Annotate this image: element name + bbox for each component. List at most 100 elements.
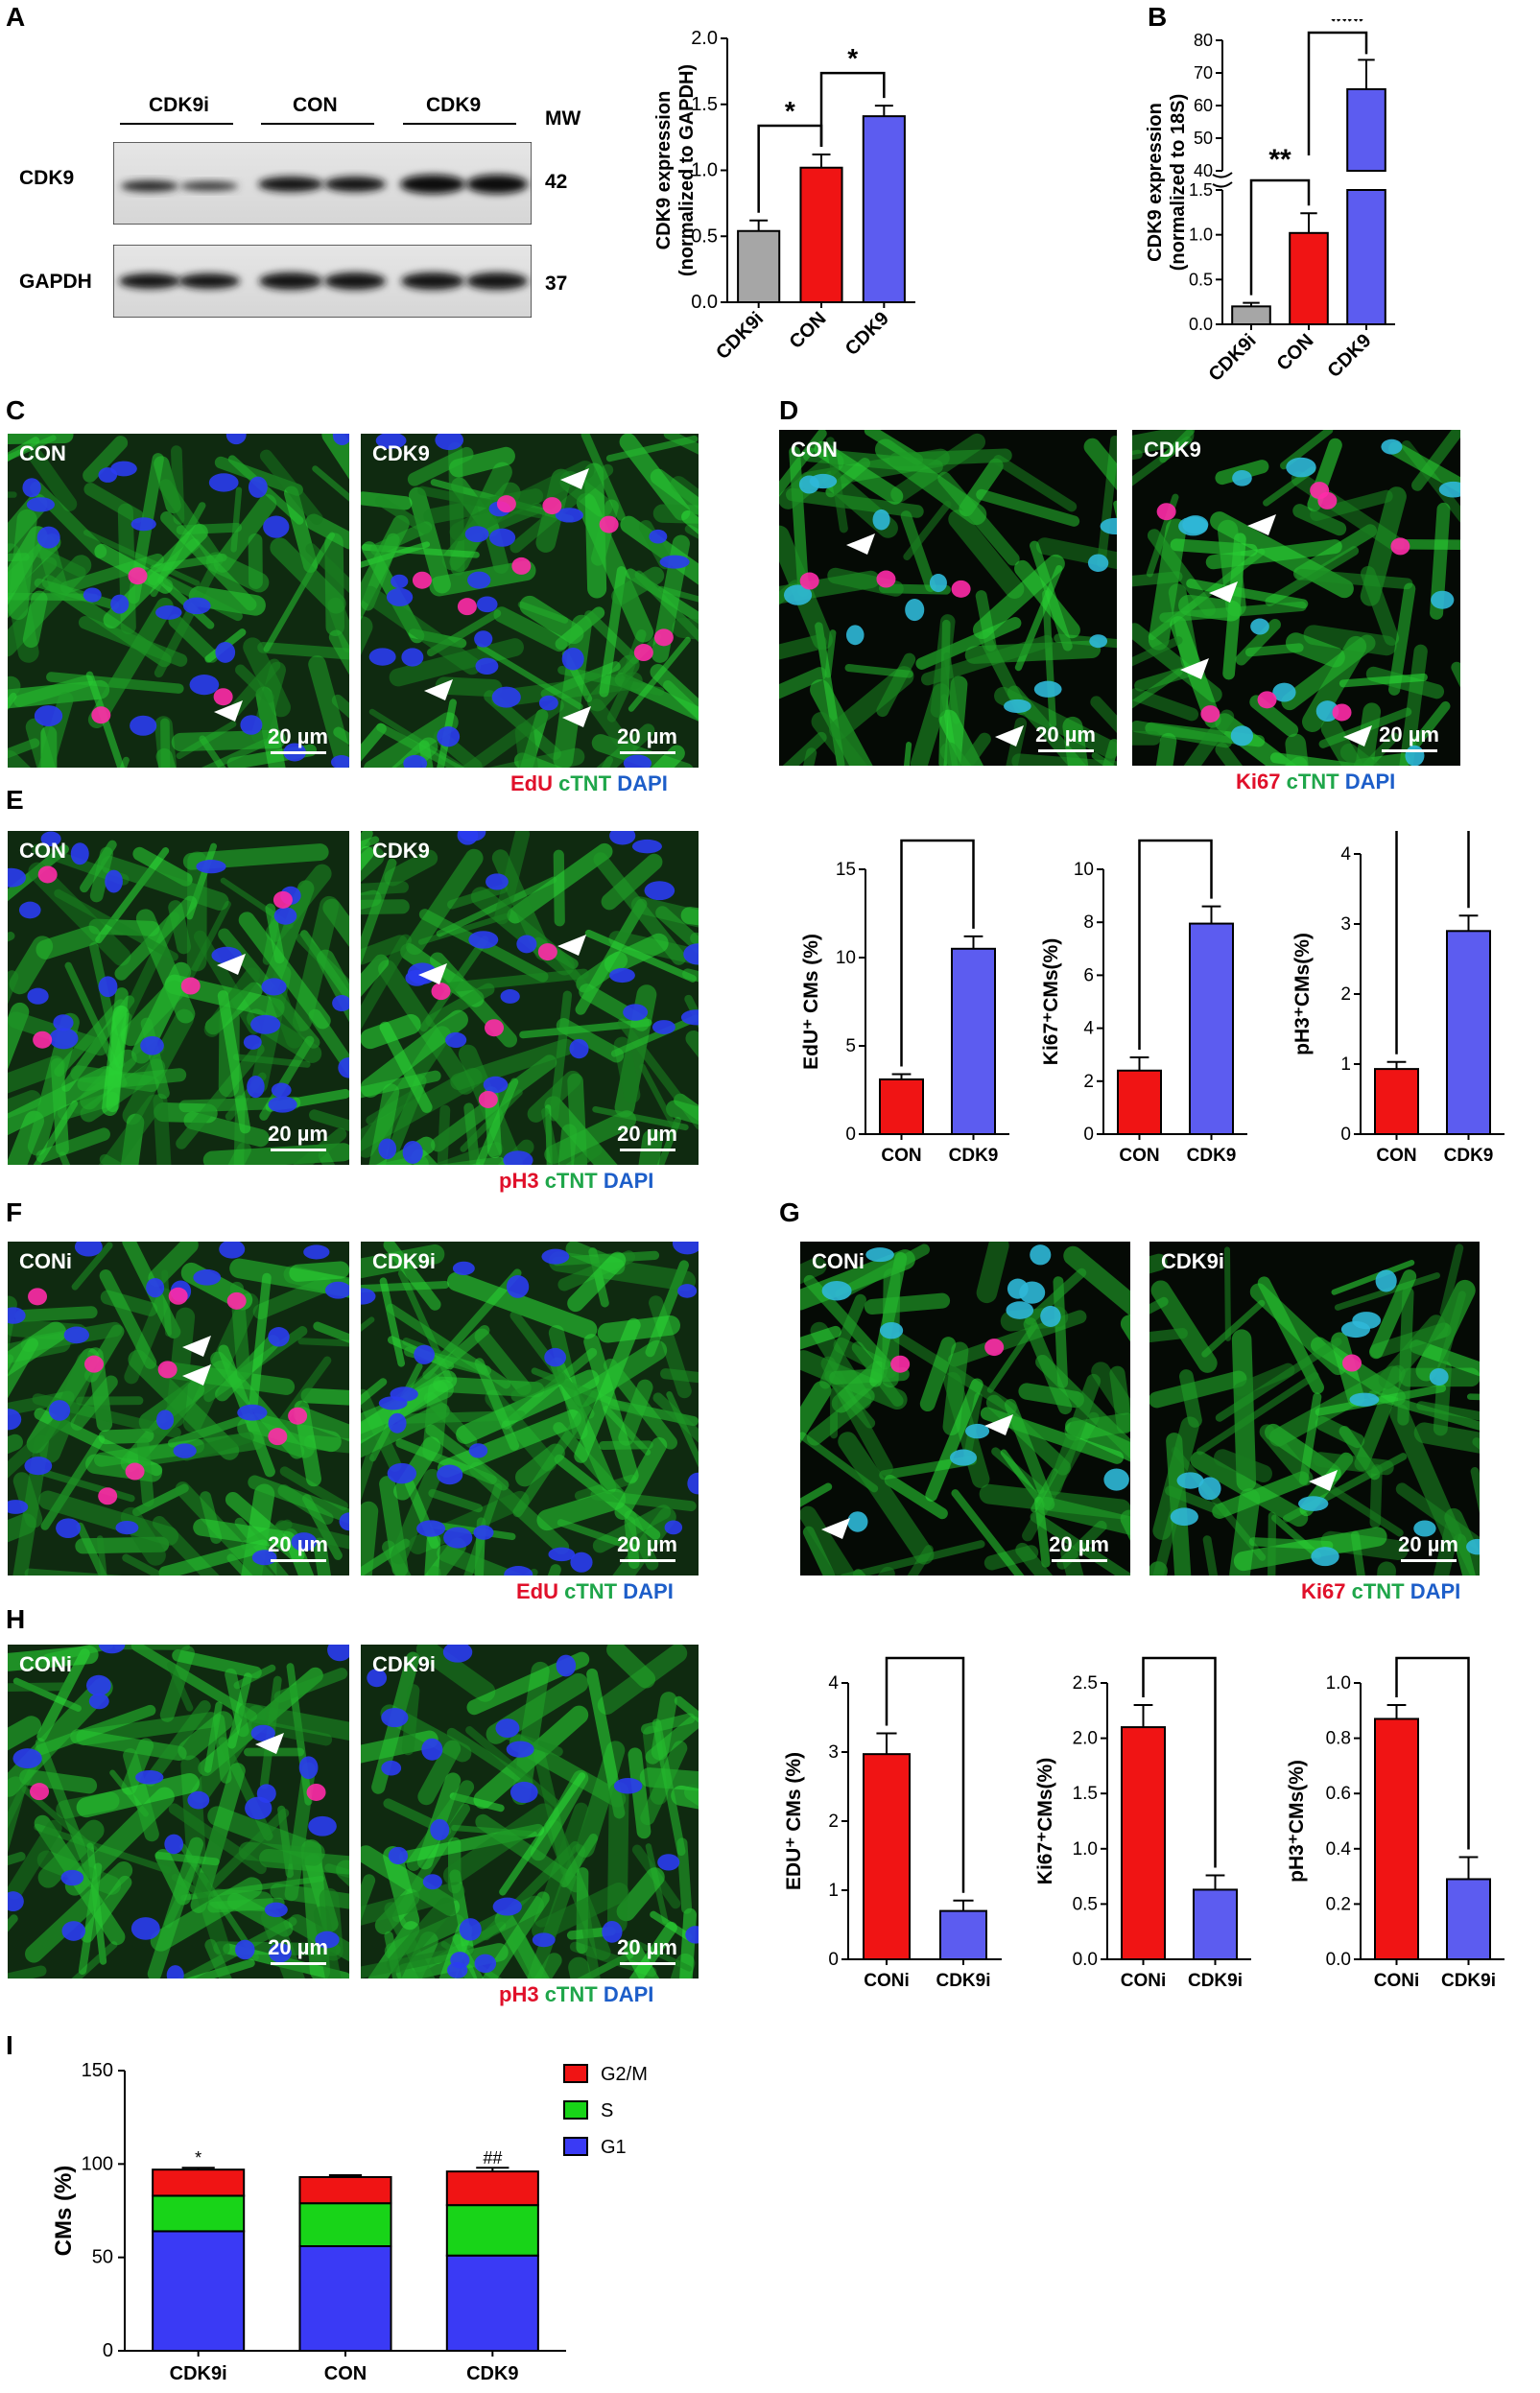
cardiomyocyte-fiber — [38, 1490, 179, 1546]
cardiomyocyte-fiber — [481, 1840, 580, 1941]
axis-break-mark — [1212, 172, 1233, 188]
x-tick-label: CDK9 — [1323, 330, 1375, 382]
cardiomyocyte-fiber — [312, 465, 349, 502]
micrograph-image: CDK9i 20 µm — [361, 1242, 699, 1576]
cardiomyocyte-fiber — [825, 437, 848, 533]
y-tick-label: 1.5 — [1189, 180, 1213, 200]
bar — [939, 1909, 987, 1961]
positive-nucleus — [1257, 691, 1277, 709]
nucleus — [555, 508, 583, 523]
cardiomyocyte-fiber — [639, 1063, 675, 1126]
cardiomyocyte-fiber — [1388, 441, 1460, 494]
cardiomyocyte-fiber — [384, 1902, 436, 1978]
cardiomyocyte-fiber — [415, 1645, 496, 1702]
positive-nucleus — [412, 571, 432, 589]
wb-band — [324, 272, 386, 290]
nucleus — [459, 831, 486, 841]
cardiomyocyte-fiber — [674, 1695, 699, 1723]
nucleus — [443, 1527, 473, 1549]
nucleus — [504, 1566, 533, 1576]
nucleus — [845, 625, 865, 646]
positive-nucleus — [84, 1355, 105, 1373]
nucleus — [330, 755, 349, 768]
scale-bar: 20 µm — [617, 1122, 677, 1151]
positive-nucleus — [128, 567, 148, 585]
cardiomyocyte-fiber — [1196, 1371, 1319, 1456]
y-tick-label: 4 — [1083, 1019, 1094, 1039]
cardiomyocyte-fiber — [930, 614, 956, 718]
positive-nucleus — [799, 572, 819, 590]
cardiomyocyte-fiber — [601, 853, 663, 911]
arrowhead-marker — [182, 1336, 211, 1357]
nucleus — [602, 1920, 623, 1943]
y-axis-label: Ki67⁺CMs(%) — [1040, 938, 1062, 1065]
cardiomyocyte-fiber — [8, 1716, 42, 1751]
wb-cdk9-membrane — [113, 142, 532, 225]
nucleus — [250, 1724, 275, 1741]
cardiomyocyte-fiber — [1036, 1496, 1130, 1535]
micrograph-image: CDK9 20 µm — [361, 831, 699, 1165]
wb-band — [400, 175, 465, 194]
cardiomyocyte-fiber — [417, 486, 546, 519]
chart-i-cell-cycle: 0 50 100 150 CMs (%) CDK9i CON CDK9 * * ## ## G2/M SG… — [51, 2060, 648, 2384]
micrograph-image: CON 20 µm — [779, 430, 1117, 766]
cardiomyocyte-fiber — [1149, 1296, 1169, 1315]
cardiomyocyte-fiber — [614, 1436, 668, 1520]
x-tick-label: CDK9 — [1444, 1146, 1494, 1166]
cardiomyocyte-fiber — [666, 1100, 699, 1125]
scale-bar: 20 µm — [1035, 723, 1096, 752]
cardiomyocyte-fiber — [449, 446, 515, 478]
nucleus — [1197, 1477, 1221, 1501]
nucleus — [135, 1769, 164, 1785]
stain-red: pH3 — [499, 1982, 545, 2006]
nucleus — [664, 1520, 683, 1535]
cardiomyocyte-fiber — [8, 1776, 27, 1853]
nucleus — [155, 1410, 175, 1431]
cardiomyocyte-fiber — [819, 1293, 866, 1389]
nucleus — [1381, 438, 1403, 455]
cardiomyocyte-fiber — [238, 1841, 323, 1866]
stain-red: pH3 — [499, 1169, 545, 1193]
micrograph-label: CONi — [812, 1249, 865, 1273]
nucleus — [61, 1921, 86, 1941]
nucleus — [245, 1796, 272, 1820]
chart-e-ki67: 0 2 4 6 8 10 CON CDK9 Ki67⁺CMs(%) *** — [1040, 831, 1247, 1166]
nucleus — [1438, 481, 1460, 498]
cardiomyocyte-fiber — [1015, 1542, 1054, 1576]
cardiomyocyte-fiber — [1090, 696, 1117, 733]
nucleus — [1429, 1367, 1449, 1386]
cardiomyocyte-fiber — [474, 1358, 520, 1451]
y-tick-label: 100 — [82, 2153, 113, 2174]
nucleus — [1170, 1507, 1198, 1527]
bar — [879, 1078, 924, 1135]
cardiomyocyte-fiber — [160, 511, 257, 611]
cardiomyocyte-fiber — [147, 1836, 204, 1978]
cardiomyocyte-fiber — [302, 1494, 343, 1560]
nucleus — [243, 1034, 262, 1050]
scale-bar-line — [619, 751, 675, 754]
nucleus — [155, 604, 182, 620]
cardiomyocyte-fiber — [83, 436, 129, 483]
cardiomyocyte-fiber — [442, 1803, 554, 1885]
y-tick-label: 1.0 — [1073, 1839, 1098, 1860]
nucleus — [509, 1781, 538, 1804]
cardiomyocyte-fiber — [590, 1489, 697, 1512]
nucleus — [475, 657, 499, 675]
cardiomyocyte-fiber — [884, 1474, 948, 1520]
y-tick-label: 50 — [92, 2247, 113, 2268]
cardiomyocyte-fiber — [8, 1321, 67, 1377]
cardiomyocyte-fiber — [76, 1772, 200, 1818]
nucleus — [1286, 457, 1316, 478]
positive-nucleus — [537, 943, 557, 961]
arrowhead-marker — [255, 1733, 284, 1754]
bar — [1289, 231, 1329, 325]
significance-label: * — [195, 2148, 201, 2168]
nucleus — [378, 1138, 397, 1160]
stain-green: cTNT — [1286, 770, 1345, 794]
cardiomyocyte-fiber — [474, 1328, 532, 1396]
nucleus — [1466, 1538, 1480, 1555]
cardiomyocyte-fiber — [461, 699, 564, 768]
bar-upper — [1346, 88, 1386, 172]
stain-green: cTNT — [1351, 1579, 1410, 1603]
micrograph-content — [8, 1645, 349, 1978]
